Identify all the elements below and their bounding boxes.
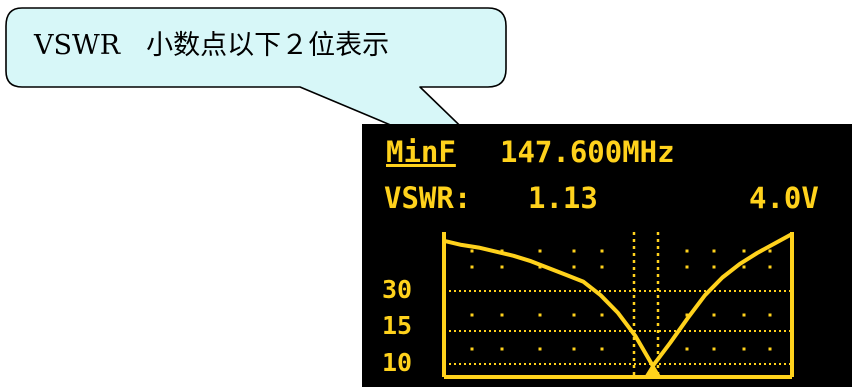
vswr-label: VSWR:: [384, 181, 472, 215]
curve-layer: [443, 232, 793, 376]
grid-dot: [538, 249, 542, 253]
frequency-readout: 147.600MHz: [500, 135, 675, 169]
vswr-curve: [443, 232, 793, 368]
grid-dot: [768, 347, 772, 351]
vswr-plot: [442, 232, 794, 379]
y-tick-label: 10: [382, 348, 413, 377]
grid-dot: [742, 347, 746, 351]
grid-dot: [500, 265, 504, 269]
grid-dot: [600, 313, 604, 317]
grid-dot: [742, 265, 746, 269]
grid-dot: [470, 249, 474, 253]
callout-subtitle: 小数点以下２位表示: [146, 30, 390, 61]
min-marker: [644, 363, 661, 376]
grid-dot: [538, 265, 542, 269]
grid-dot: [572, 265, 576, 269]
vswr-value: 1.13: [528, 181, 598, 215]
grid-dot: [712, 265, 716, 269]
oled-display: MinF 147.600MHz VSWR: 1.13 4.0V 30 15 10: [362, 124, 852, 387]
grid-dot: [500, 347, 504, 351]
grid-dot: [500, 249, 504, 253]
grid-dot: [768, 249, 772, 253]
grid-dot: [500, 313, 504, 317]
grid-dot: [600, 265, 604, 269]
grid-dot: [538, 347, 542, 351]
callout-text: VSWR 小数点以下２位表示: [34, 24, 389, 68]
y-tick-label: 30: [382, 275, 413, 304]
grid-dot: [600, 347, 604, 351]
plot-grid: [442, 232, 794, 379]
grid-dot: [685, 265, 689, 269]
grid-dot: [572, 313, 576, 317]
grid-dot: [685, 313, 689, 317]
grid-dot: [768, 265, 772, 269]
grid-dot: [712, 347, 716, 351]
grid-dot: [742, 249, 746, 253]
grid-dot: [470, 313, 474, 317]
grid-dot: [600, 249, 604, 253]
grid-dot: [742, 313, 746, 317]
voltage-readout: 4.0V: [749, 181, 819, 215]
grid-dot: [768, 313, 772, 317]
grid-dot: [572, 249, 576, 253]
grid-dot: [685, 249, 689, 253]
callout-title: VSWR: [34, 30, 121, 61]
grid-dot: [470, 347, 474, 351]
grid-dot: [572, 347, 576, 351]
y-tick-label: 15: [382, 311, 413, 340]
grid-dot: [685, 347, 689, 351]
grid-dot: [470, 265, 474, 269]
mode-label: MinF: [386, 135, 456, 169]
grid-dot: [538, 313, 542, 317]
grid-dot: [712, 249, 716, 253]
grid-dot: [712, 313, 716, 317]
